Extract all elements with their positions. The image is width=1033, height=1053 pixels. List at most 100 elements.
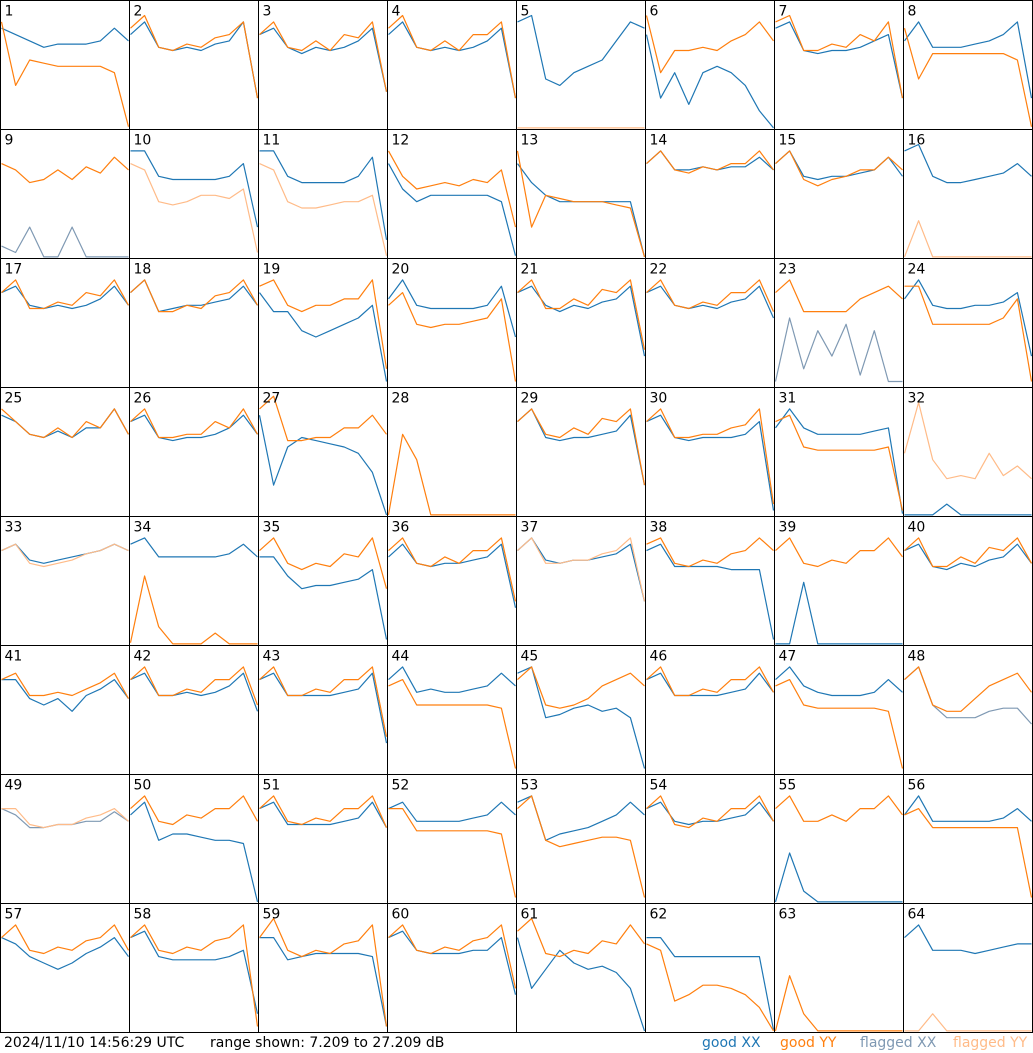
spectrum-line [517,279,646,350]
panel-frame [387,516,517,646]
spectrum-line [646,943,775,1032]
panel: 30 [645,387,775,517]
panel: 58 [129,903,259,1033]
panel-lines [259,666,388,744]
panel-title: 31 [779,391,797,407]
panel-lines [130,408,259,442]
panel-title: 35 [263,520,281,536]
spectrum-line [517,408,646,486]
panel-lines [0,21,130,127]
panel: 37 [516,516,646,646]
spectrum-line [388,924,517,989]
legend-entry: flagged XX [860,1035,937,1051]
spectrum-line [388,679,517,769]
spectrum-line [646,801,774,826]
spectrum-line [388,543,517,608]
panel-frame [516,903,646,1033]
spectrum-line [130,163,259,253]
spectrum-line [774,317,903,383]
panel-lines [645,15,774,129]
spectrum-line [516,937,646,1032]
panel: 62 [645,903,775,1033]
panel-title: 48 [908,649,926,665]
spectrum-line [775,150,903,187]
panel-frame [129,645,259,775]
panel-title: 29 [521,391,539,407]
panel: 2 [129,0,259,130]
panel: 8 [903,0,1033,130]
panel: 28 [387,387,517,517]
panel-lines [904,924,1032,1032]
panel-title: 46 [650,649,668,665]
spectrum-line [904,285,1033,382]
panel-title: 30 [650,391,668,407]
spectrum-line [904,1013,1032,1032]
panel-frame [387,903,517,1033]
spectrum-line [259,917,388,1027]
panel-lines [517,537,646,602]
panel: 49 [0,774,130,904]
panel-frame [129,387,259,517]
panel-title: 38 [650,520,668,536]
panel-lines [903,21,1033,127]
panel-lines [904,537,1033,571]
panel-lines [774,279,903,383]
spectrum-line [646,279,775,312]
spectrum-line [1,937,129,970]
spectrum-line [774,852,903,903]
spectrum-line [775,21,904,99]
panel-title: 59 [263,907,281,923]
panel-lines [388,537,517,608]
panel: 46 [645,645,775,775]
spectrum-line [775,408,904,514]
panel-frame [0,903,130,1033]
spectrum-line [517,666,646,769]
spectrum-line [130,279,259,313]
panel-lines [259,21,388,92]
panel-title: 40 [908,520,926,536]
spectrum-line [904,666,1032,712]
panel-title: 53 [521,778,539,794]
panel-frame [387,387,517,517]
spectrum-line [130,408,259,439]
spectrum-line [259,795,388,828]
panel-frame [129,774,259,904]
panel-title: 32 [908,391,926,407]
panel-frame [258,516,388,646]
spectrum-line [1,279,130,310]
panel: 29 [516,387,646,517]
panel-lines [259,795,388,828]
panel-frame [258,903,388,1033]
spectrum-line [130,537,258,558]
panel: 44 [387,645,517,775]
spectrum-line [646,408,775,505]
panel-title: 6 [650,4,659,20]
panel-title: 26 [134,391,152,407]
panel-frame [645,774,775,904]
spectrum-line [388,21,517,99]
panel: 17 [0,258,130,388]
panel-frame [258,774,388,904]
panel-frame [516,129,646,259]
spectrum-line [904,279,1033,357]
panel-title: 13 [521,133,539,149]
panel: 38 [645,516,775,646]
spectrum-line [775,581,903,645]
panel-frame [645,0,775,130]
panel-lines [388,801,517,898]
spectrum-line [130,795,259,826]
panel: 36 [387,516,517,646]
panel-frame [129,258,259,388]
panel-frame [0,645,130,775]
panel: 59 [258,903,388,1033]
spectrum-line [1,672,130,699]
panel-title: 44 [392,649,410,665]
spectrum-line [387,433,516,516]
spectrum-line [259,666,388,737]
panel-frame [129,903,259,1033]
spectrum-line [645,34,774,129]
spectrum-line [259,537,388,589]
panel: 25 [0,387,130,517]
panel-frame [903,129,1033,259]
panel-frame [387,258,517,388]
